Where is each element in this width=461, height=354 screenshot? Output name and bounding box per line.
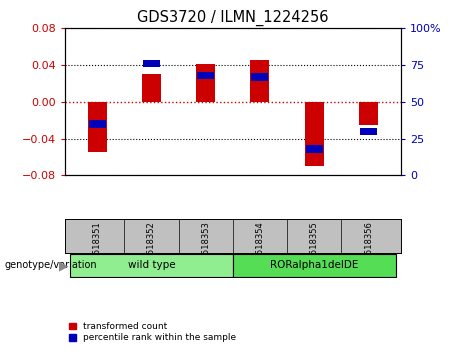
Title: GDS3720 / ILMN_1224256: GDS3720 / ILMN_1224256 (137, 9, 329, 25)
Bar (359, 102, 378, 125)
Text: GSM518351: GSM518351 (93, 221, 101, 272)
Bar (251, 73, 268, 80)
Legend: transformed count, percentile rank within the sample: transformed count, percentile rank withi… (69, 322, 236, 342)
Text: genotype/variation: genotype/variation (5, 261, 97, 270)
Bar (360, 127, 377, 135)
Text: GSM518352: GSM518352 (147, 221, 156, 272)
Bar (250, 61, 269, 102)
Bar (197, 72, 214, 79)
Bar (143, 60, 160, 67)
Text: wild type: wild type (128, 260, 175, 270)
Text: GSM518354: GSM518354 (255, 221, 265, 272)
Text: GSM518355: GSM518355 (310, 221, 319, 272)
Bar (196, 64, 215, 102)
FancyBboxPatch shape (233, 254, 396, 277)
Bar (88, 102, 106, 152)
Text: GSM518353: GSM518353 (201, 221, 210, 272)
Bar (142, 74, 161, 102)
Bar (306, 145, 323, 153)
Text: RORalpha1delDE: RORalpha1delDE (270, 260, 358, 270)
Text: ▶: ▶ (59, 259, 68, 272)
Bar (89, 120, 106, 127)
Bar (305, 102, 324, 166)
Text: GSM518356: GSM518356 (364, 221, 373, 272)
FancyBboxPatch shape (70, 254, 233, 277)
